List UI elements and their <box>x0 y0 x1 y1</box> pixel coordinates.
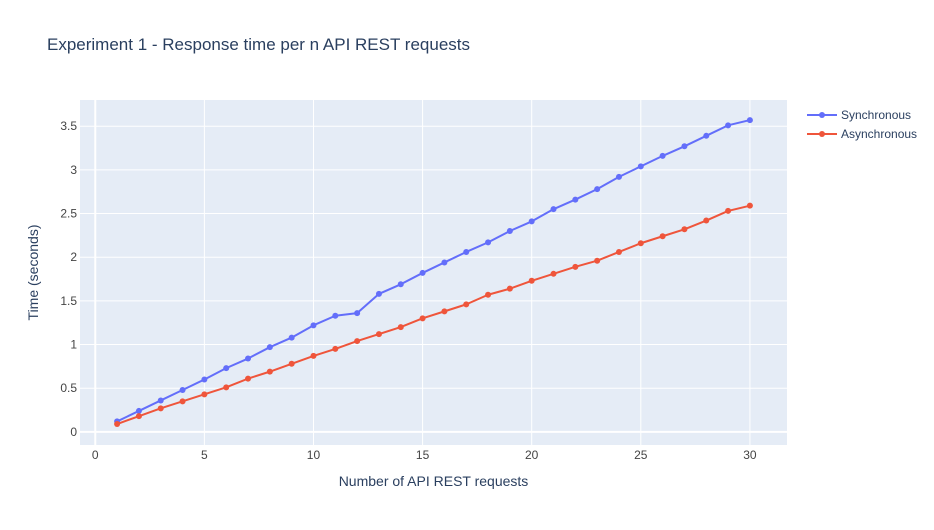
data-point[interactable] <box>550 206 557 213</box>
data-point[interactable] <box>463 301 470 308</box>
data-point[interactable] <box>485 291 492 298</box>
legend-label: Synchronous <box>841 108 911 122</box>
data-point[interactable] <box>201 391 208 398</box>
data-point[interactable] <box>485 239 492 246</box>
y-tick-label: 0.5 <box>60 381 77 395</box>
x-tick-label: 10 <box>307 448 321 462</box>
data-point[interactable] <box>506 228 513 235</box>
chart-title: Experiment 1 - Response time per n API R… <box>47 35 470 54</box>
data-point[interactable] <box>375 331 382 338</box>
data-point[interactable] <box>375 290 382 297</box>
legend-marker <box>819 112 825 118</box>
data-point[interactable] <box>615 248 622 255</box>
data-point[interactable] <box>659 233 666 240</box>
legend-label: Asynchronous <box>841 127 917 141</box>
series-line <box>116 119 751 423</box>
gridlines <box>80 100 787 445</box>
data-point[interactable] <box>245 375 252 382</box>
y-tick-label: 1 <box>70 338 77 352</box>
data-point[interactable] <box>441 308 448 315</box>
data-point[interactable] <box>615 173 622 180</box>
data-point[interactable] <box>397 281 404 288</box>
data-point[interactable] <box>528 218 535 225</box>
y-tick-label: 3.5 <box>60 119 77 133</box>
data-point[interactable] <box>419 269 426 276</box>
plot-area <box>80 100 787 445</box>
y-tick-label: 0 <box>70 425 77 439</box>
data-point[interactable] <box>288 334 295 341</box>
data-point[interactable] <box>310 322 317 329</box>
data-point[interactable] <box>288 360 295 367</box>
data-point[interactable] <box>463 248 470 255</box>
legend-item-synchronous[interactable]: Synchronous <box>807 108 911 122</box>
series-asynchronous <box>114 202 753 428</box>
data-point[interactable] <box>725 122 732 129</box>
data-point[interactable] <box>506 285 513 292</box>
data-point[interactable] <box>354 338 361 345</box>
data-point[interactable] <box>157 405 164 412</box>
data-point[interactable] <box>550 270 557 277</box>
y-tick-label: 3 <box>70 163 77 177</box>
series-line <box>116 204 751 425</box>
data-point[interactable] <box>266 368 273 375</box>
x-axis-title: Number of API REST requests <box>339 473 529 489</box>
data-point[interactable] <box>637 240 644 247</box>
data-point[interactable] <box>681 143 688 150</box>
x-tick-label: 15 <box>416 448 430 462</box>
data-point[interactable] <box>179 398 186 405</box>
series-synchronous <box>114 117 753 425</box>
data-point[interactable] <box>703 132 710 139</box>
data-point[interactable] <box>179 386 186 393</box>
data-point[interactable] <box>310 352 317 359</box>
legend-marker <box>819 131 825 137</box>
data-point[interactable] <box>157 397 164 404</box>
y-axis-title: Time (seconds) <box>25 225 41 321</box>
y-tick-label: 2 <box>70 250 77 264</box>
data-point[interactable] <box>703 217 710 224</box>
legend[interactable]: Synchronous Asynchronous <box>807 108 917 141</box>
data-point[interactable] <box>725 207 732 214</box>
data-point[interactable] <box>114 421 121 428</box>
data-point[interactable] <box>594 257 601 264</box>
data-point[interactable] <box>354 310 361 317</box>
data-point[interactable] <box>594 186 601 193</box>
data-point[interactable] <box>332 345 339 352</box>
data-point[interactable] <box>746 117 753 124</box>
y-tick-label: 2.5 <box>60 207 77 221</box>
data-point[interactable] <box>419 315 426 322</box>
data-point[interactable] <box>637 163 644 170</box>
data-point[interactable] <box>397 324 404 331</box>
data-point[interactable] <box>201 376 208 383</box>
data-point[interactable] <box>332 312 339 319</box>
data-point[interactable] <box>528 277 535 284</box>
data-point[interactable] <box>441 259 448 266</box>
data-point[interactable] <box>659 152 666 159</box>
data-point[interactable] <box>135 407 142 414</box>
x-tick-label: 20 <box>525 448 539 462</box>
data-point[interactable] <box>681 226 688 233</box>
data-point[interactable] <box>746 202 753 209</box>
x-tick-label: 5 <box>201 448 208 462</box>
legend-item-asynchronous[interactable]: Asynchronous <box>807 127 917 141</box>
x-tick-label: 0 <box>92 448 99 462</box>
y-tick-label: 1.5 <box>60 294 77 308</box>
data-point[interactable] <box>223 365 230 372</box>
x-tick-label: 25 <box>634 448 648 462</box>
series-lines <box>114 117 753 428</box>
x-tick-label: 30 <box>743 448 757 462</box>
data-point[interactable] <box>223 384 230 391</box>
data-point[interactable] <box>135 413 142 420</box>
data-point[interactable] <box>266 344 273 351</box>
data-point[interactable] <box>245 355 252 362</box>
data-point[interactable] <box>572 263 579 270</box>
tick-labels: 0 5 10 15 20 25 30 0 0.5 1 1.5 2 2.5 3 3.5 <box>60 119 757 462</box>
data-point[interactable] <box>572 196 579 203</box>
